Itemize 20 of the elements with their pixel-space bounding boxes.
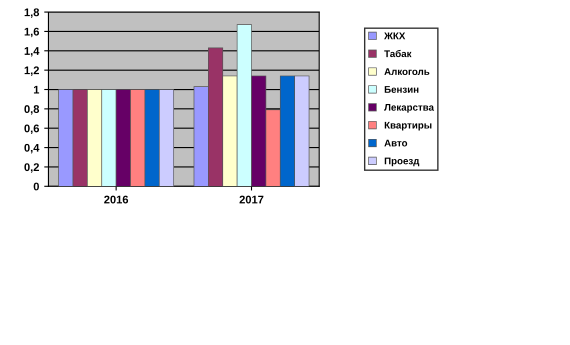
y-tick-label: 0,8 — [24, 105, 40, 115]
legend-label: Проезд — [384, 158, 420, 166]
y-tick-label: 1 — [34, 86, 40, 94]
y-tick-label: 0,4 — [24, 144, 40, 154]
y-tick-label: 1,6 — [24, 28, 40, 38]
x-tick-label: 2016 — [104, 196, 128, 204]
legend-label: Бензин — [384, 86, 418, 93]
y-tick-label: 0,6 — [24, 124, 40, 134]
legend-label: Лекарства — [384, 104, 434, 113]
y-tick-label: 1,8 — [24, 8, 40, 18]
legend-label: Алкоголь — [384, 68, 430, 76]
legend-label: ЖКХ — [384, 32, 406, 40]
x-tick-label: 2017 — [240, 196, 264, 204]
legend-label: Квартиры — [384, 122, 432, 131]
y-tick-label: 1,2 — [24, 66, 39, 76]
legend-label: Табак — [384, 50, 412, 58]
legend-label: Авто — [384, 140, 408, 146]
y-tick-label: 0,2 — [24, 163, 39, 173]
y-tick-label: 1,4 — [24, 47, 40, 57]
y-tick-label: 0 — [34, 182, 39, 190]
